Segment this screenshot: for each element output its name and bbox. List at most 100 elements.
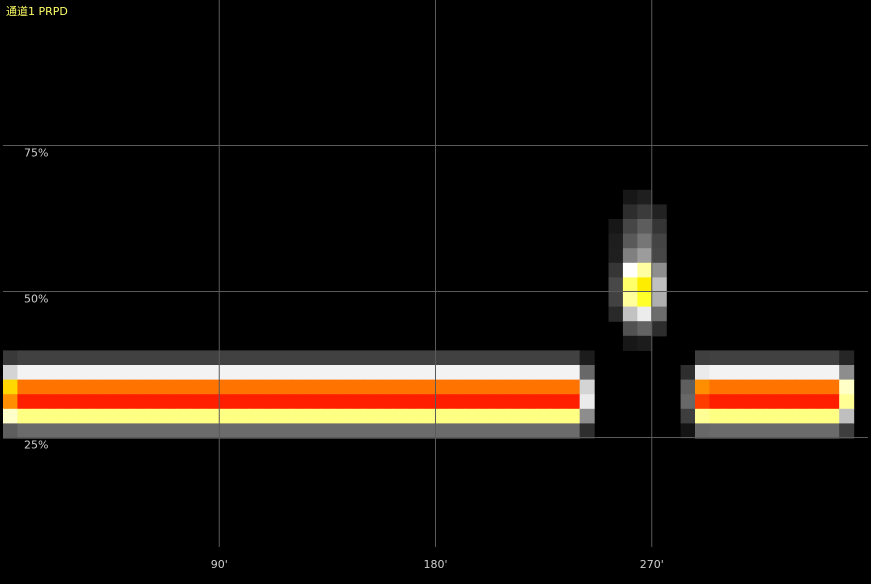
heatmap-cell (103, 423, 119, 439)
heatmap-cell (493, 423, 509, 439)
heatmap-cell (795, 365, 811, 381)
heatmap-cell (349, 408, 365, 424)
heatmap-cell (781, 379, 797, 395)
heatmap-cell (680, 423, 696, 439)
heatmap-cell (637, 321, 653, 337)
heatmap-cell (493, 365, 509, 381)
heatmap-cell (349, 394, 365, 410)
heatmap-cell (536, 394, 552, 410)
heatmap-cell (709, 394, 725, 410)
heatmap-cell (132, 394, 148, 410)
heatmap-cell (118, 423, 134, 439)
heatmap-cell (723, 350, 739, 366)
heatmap-cell (738, 350, 754, 366)
heatmap-cell (522, 408, 538, 424)
heatmap-cell (478, 423, 494, 439)
heatmap-cell (89, 379, 105, 395)
heatmap-cell (695, 423, 711, 439)
heatmap-cell (622, 335, 638, 351)
heatmap-cell (262, 423, 278, 439)
heatmap-cell (377, 365, 393, 381)
heatmap-cell (233, 423, 249, 439)
heatmap-cell (89, 365, 105, 381)
heatmap-cell (132, 379, 148, 395)
heatmap-cell (435, 379, 451, 395)
heatmap-cell (118, 350, 134, 366)
heatmap-cell (190, 379, 206, 395)
heatmap-cell (262, 350, 278, 366)
heatmap-cell (46, 365, 62, 381)
heatmap-cell (637, 189, 653, 205)
heatmap-cell (522, 423, 538, 439)
heatmap-cell (550, 408, 566, 424)
heatmap-cell (363, 423, 379, 439)
heatmap-cell (190, 394, 206, 410)
heatmap-cell (392, 408, 408, 424)
heatmap-cell (579, 394, 595, 410)
heatmap-cell (680, 408, 696, 424)
heatmap-cell (478, 365, 494, 381)
heatmap-cell (147, 365, 163, 381)
heatmap-cell (219, 365, 235, 381)
heatmap-cell (31, 379, 47, 395)
heatmap-cell (622, 292, 638, 308)
heatmap-cell (377, 408, 393, 424)
heatmap-cell (810, 365, 826, 381)
heatmap-cell (147, 408, 163, 424)
heatmap-cell (276, 379, 292, 395)
heatmap-cell (550, 423, 566, 439)
heatmap-cell (190, 423, 206, 439)
heatmap-cell (406, 379, 422, 395)
heatmap-cell (190, 350, 206, 366)
heatmap-cell (435, 394, 451, 410)
heatmap-cell (60, 365, 76, 381)
heatmap-cell (219, 423, 235, 439)
heatmap-cell (248, 379, 264, 395)
heatmap-cell (507, 350, 523, 366)
heatmap-cell (723, 365, 739, 381)
heatmap-cell (17, 365, 33, 381)
heatmap-cell (449, 408, 465, 424)
heatmap-cell (75, 408, 91, 424)
heatmap-cell (262, 408, 278, 424)
heatmap-cell (752, 365, 768, 381)
heatmap-cell (176, 379, 192, 395)
heatmap-cell (536, 350, 552, 366)
heatmap-cell (493, 350, 509, 366)
heatmap-cell (233, 408, 249, 424)
heatmap-cell (738, 408, 754, 424)
heatmap-cell (3, 379, 19, 395)
grid-lines (3, 0, 868, 547)
x-tick-label: 90' (211, 558, 228, 571)
heatmap-cell (781, 423, 797, 439)
heatmap-cell (839, 394, 855, 410)
heatmap-cell (449, 423, 465, 439)
heatmap-cell (17, 423, 33, 439)
heatmap-cell (709, 408, 725, 424)
heatmap-cell (248, 423, 264, 439)
heatmap-cell (262, 379, 278, 395)
heatmap-cell (31, 394, 47, 410)
heatmap-cell (839, 379, 855, 395)
heatmap-cell (334, 408, 350, 424)
heatmap-cell (839, 365, 855, 381)
heatmap-cell (579, 379, 595, 395)
heatmap-cell (46, 379, 62, 395)
heatmap-cell (276, 365, 292, 381)
heatmap-cell (363, 408, 379, 424)
heatmap-cell (709, 379, 725, 395)
heatmap-cell (824, 379, 840, 395)
heatmap-cell (305, 423, 321, 439)
heatmap-cell (449, 379, 465, 395)
heatmap-cell (781, 365, 797, 381)
heatmap-cell (795, 394, 811, 410)
heatmap-cell (723, 408, 739, 424)
heatmap-cell (17, 394, 33, 410)
heatmap-cell (103, 365, 119, 381)
heatmap-cell (810, 350, 826, 366)
heatmap-cell (522, 394, 538, 410)
heatmap-cell (176, 423, 192, 439)
heatmap-cell (421, 394, 437, 410)
heatmap-cell (752, 379, 768, 395)
heatmap-cell (118, 394, 134, 410)
